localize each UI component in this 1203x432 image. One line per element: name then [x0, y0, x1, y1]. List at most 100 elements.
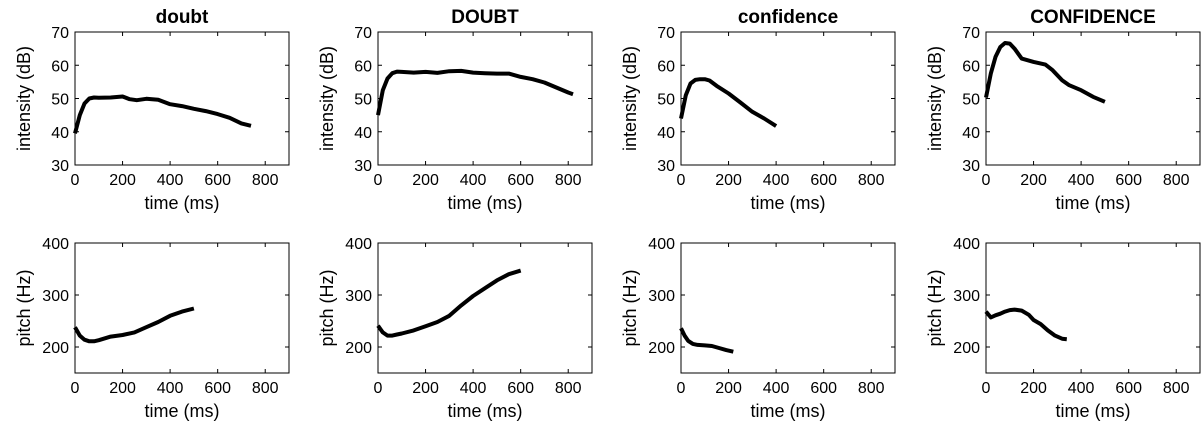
x-tick-label: 400: [1068, 172, 1095, 189]
y-tick-label: 40: [962, 125, 980, 142]
y-tick-label: 300: [953, 288, 980, 305]
x-tick-label: 800: [858, 380, 885, 397]
chart-title: confidence: [738, 7, 838, 28]
chart-panel-6: 0 200 400 600 800 200 300 400 time (ms) pitch (Hz…: [317, 236, 593, 421]
series-line: [984, 41, 1106, 104]
y-tick-label: 70: [657, 25, 675, 42]
y-tick-label: 50: [962, 92, 980, 109]
y-axis-label: pitch (Hz): [317, 269, 337, 346]
x-tick-label: 800: [252, 380, 279, 397]
chart-panel-4: 0 200 400 600 800 30 40 50 60 70 time (ms) intensit…: [925, 7, 1201, 213]
y-tick-label: 300: [648, 288, 675, 305]
y-axis-label: pitch (Hz): [925, 269, 945, 346]
y-tick-label: 200: [345, 340, 372, 357]
plot-frame: [680, 31, 896, 166]
x-tick-label: 800: [555, 380, 582, 397]
y-tick-label: 200: [648, 340, 675, 357]
x-tick-label: 600: [507, 380, 534, 397]
x-tick-label: 200: [412, 380, 439, 397]
x-tick-label: 800: [252, 172, 279, 189]
x-tick-label: 600: [810, 172, 837, 189]
y-tick-label: 50: [51, 92, 69, 109]
x-tick-label: 400: [763, 380, 790, 397]
x-tick-label: 600: [204, 172, 231, 189]
x-tick-label: 600: [1115, 380, 1142, 397]
series-line: [984, 307, 1068, 342]
y-axis-label: intensity (dB): [317, 46, 337, 151]
x-tick-label: 400: [157, 172, 184, 189]
y-tick-label: 400: [648, 236, 675, 253]
x-tick-label: 0: [677, 172, 686, 189]
x-tick-label: 400: [460, 380, 487, 397]
x-tick-label: 600: [507, 172, 534, 189]
y-axis-label: pitch (Hz): [14, 269, 34, 346]
y-tick-label: 70: [51, 25, 69, 42]
x-tick-label: 200: [1020, 380, 1047, 397]
y-tick-label: 50: [657, 92, 675, 109]
plot-frame: [74, 242, 290, 374]
y-tick-label: 40: [354, 125, 372, 142]
y-tick-label: 50: [354, 92, 372, 109]
x-tick-label: 0: [71, 172, 80, 189]
y-tick-label: 400: [345, 236, 372, 253]
x-axis-label: time (ms): [448, 193, 523, 213]
chart-panel-5: 0 200 400 600 800 200 300 400 time (ms) pitch (Hz…: [14, 236, 290, 421]
x-tick-label: 200: [1020, 172, 1047, 189]
plot-frame: [377, 31, 593, 166]
x-axis-label: time (ms): [448, 401, 523, 421]
chart-panel-7: 0 200 400 600 800 200 300 400 time (ms) pitch (Hz…: [620, 236, 896, 421]
series-line: [376, 268, 522, 338]
chart-panel-2: 0 200 400 600 800 30 40 50 60 70 time (ms) intensit…: [317, 7, 593, 213]
y-tick-label: 200: [953, 340, 980, 357]
y-axis-label: intensity (dB): [925, 46, 945, 151]
x-tick-label: 0: [374, 172, 383, 189]
x-tick-label: 200: [109, 380, 136, 397]
y-tick-label: 30: [51, 158, 69, 175]
x-tick-label: 800: [1163, 172, 1190, 189]
x-tick-label: 0: [677, 380, 686, 397]
x-tick-label: 0: [71, 380, 80, 397]
y-tick-label: 40: [657, 125, 675, 142]
chart-panel-8: 0 200 400 600 800 200 300 400 time (ms) pitch (Hz…: [925, 236, 1201, 421]
x-axis-label: time (ms): [1056, 193, 1131, 213]
y-tick-label: 30: [354, 158, 372, 175]
y-axis-label: intensity (dB): [14, 46, 34, 151]
y-tick-label: 300: [42, 288, 69, 305]
x-axis-label: time (ms): [145, 401, 220, 421]
x-tick-label: 0: [374, 380, 383, 397]
x-axis-label: time (ms): [1056, 401, 1131, 421]
x-tick-label: 0: [982, 380, 991, 397]
series-line: [376, 68, 574, 116]
x-tick-label: 200: [412, 172, 439, 189]
plot-frame: [377, 242, 593, 374]
x-tick-label: 600: [1115, 172, 1142, 189]
y-tick-label: 30: [657, 158, 675, 175]
x-tick-label: 800: [555, 172, 582, 189]
x-tick-label: 200: [109, 172, 136, 189]
x-axis-label: time (ms): [751, 193, 826, 213]
x-tick-label: 400: [157, 380, 184, 397]
y-tick-label: 40: [51, 125, 69, 142]
x-tick-label: 400: [460, 172, 487, 189]
x-tick-label: 400: [763, 172, 790, 189]
series-line: [679, 327, 734, 354]
x-tick-label: 0: [982, 172, 991, 189]
plot-frame: [680, 242, 896, 374]
y-axis-label: pitch (Hz): [620, 269, 640, 346]
y-tick-label: 300: [345, 288, 372, 305]
y-tick-label: 60: [354, 58, 372, 75]
y-tick-label: 60: [51, 58, 69, 75]
chart-title: doubt: [156, 7, 209, 28]
x-tick-label: 600: [204, 380, 231, 397]
x-tick-label: 800: [858, 172, 885, 189]
chart-title: CONFIDENCE: [1030, 7, 1156, 28]
x-tick-label: 600: [810, 380, 837, 397]
x-tick-label: 200: [715, 172, 742, 189]
x-axis-label: time (ms): [751, 401, 826, 421]
x-tick-label: 800: [1163, 380, 1190, 397]
series-line: [73, 94, 252, 134]
chart-panel-1: 0 200 400 600 800 30 40 50 60 70 time (ms) intensit…: [14, 7, 290, 213]
y-axis-label: intensity (dB): [620, 46, 640, 151]
y-tick-label: 60: [657, 58, 675, 75]
